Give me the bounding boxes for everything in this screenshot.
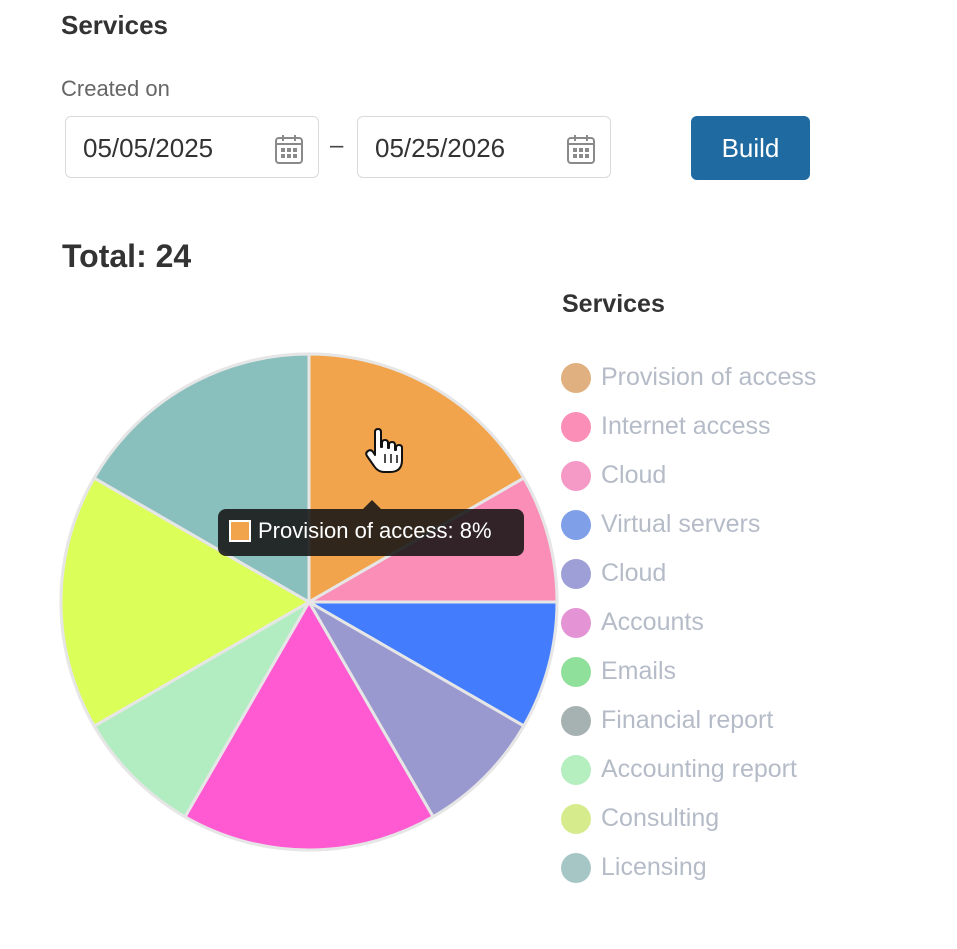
legend-item-consulting[interactable]: Consulting	[561, 794, 816, 843]
legend-dot	[561, 362, 591, 393]
pie-slice-virtual-servers-3[interactable]	[307, 600, 559, 728]
legend-item-cloud[interactable]: Cloud	[561, 549, 816, 598]
legend-dot	[561, 460, 591, 491]
legend-label: Financial report	[601, 706, 774, 734]
tooltip-swatch	[229, 520, 251, 542]
pie-slice-cloud-4[interactable]	[307, 600, 526, 819]
pie-slice-accounting-report-8[interactable]	[92, 600, 311, 819]
date-from-input[interactable]: 05/05/2025	[65, 116, 319, 178]
calendar-icon[interactable]	[274, 133, 304, 165]
legend-item-licensing[interactable]: Licensing	[561, 843, 816, 892]
legend-label: Cloud	[601, 461, 667, 489]
legend-item-cloud[interactable]: Cloud	[561, 451, 816, 500]
pie-slice-accounts-5[interactable]	[183, 600, 435, 852]
page-title: Services	[61, 10, 168, 40]
legend-dot	[561, 803, 591, 834]
legend-title: Services	[562, 290, 665, 318]
legend-item-accounts[interactable]: Accounts	[561, 598, 816, 647]
legend-dot	[561, 558, 591, 589]
legend-label: Cloud	[601, 559, 667, 587]
legend-label: Accounting report	[601, 755, 797, 783]
created-on-label: Created on	[61, 76, 170, 101]
legend-label: Provision of access	[601, 363, 817, 391]
legend-dot	[561, 754, 591, 785]
legend-item-accounting-report[interactable]: Accounting report	[561, 745, 816, 794]
legend-dot	[561, 509, 591, 540]
legend-label: Emails	[601, 657, 677, 685]
build-button[interactable]: Build	[691, 116, 810, 180]
pie-chart	[59, 352, 559, 852]
legend-item-internet-access[interactable]: Internet access	[561, 402, 816, 451]
legend-dot	[561, 852, 591, 883]
legend-label: Internet access	[601, 412, 771, 440]
total-count: Total: 24	[62, 238, 192, 274]
legend-label: Licensing	[601, 853, 707, 881]
legend-item-virtual-servers[interactable]: Virtual servers	[561, 500, 816, 549]
chart-tooltip: Provision of access: 8%	[218, 500, 524, 556]
legend-dot	[561, 656, 591, 687]
date-range-separator: –	[330, 132, 344, 159]
chart-legend: Services Provision of access Internet acc…	[561, 290, 816, 892]
legend-dot	[561, 705, 591, 736]
legend-label: Virtual servers	[601, 510, 761, 538]
pie-slice-consulting-9[interactable]	[59, 476, 311, 728]
legend-label: Accounts	[601, 608, 704, 636]
legend-label: Consulting	[601, 804, 720, 832]
tooltip-text: Provision of access: 8%	[258, 518, 492, 543]
date-to-input[interactable]: 05/25/2026	[357, 116, 611, 178]
legend-item-financial-report[interactable]: Financial report	[561, 696, 816, 745]
calendar-icon[interactable]	[566, 133, 596, 165]
legend-dot	[561, 607, 591, 638]
hand-cursor-icon	[365, 428, 403, 473]
date-to-value: 05/25/2026	[375, 133, 506, 163]
legend-item-emails[interactable]: Emails	[561, 647, 816, 696]
legend-item-provision-of-access[interactable]: Provision of access	[561, 353, 816, 402]
date-from-value: 05/05/2025	[83, 133, 214, 163]
legend-dot	[561, 411, 591, 442]
